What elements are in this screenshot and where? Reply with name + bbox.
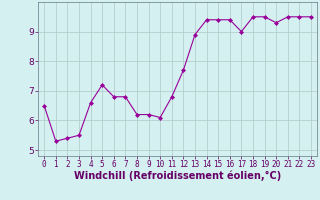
- X-axis label: Windchill (Refroidissement éolien,°C): Windchill (Refroidissement éolien,°C): [74, 171, 281, 181]
